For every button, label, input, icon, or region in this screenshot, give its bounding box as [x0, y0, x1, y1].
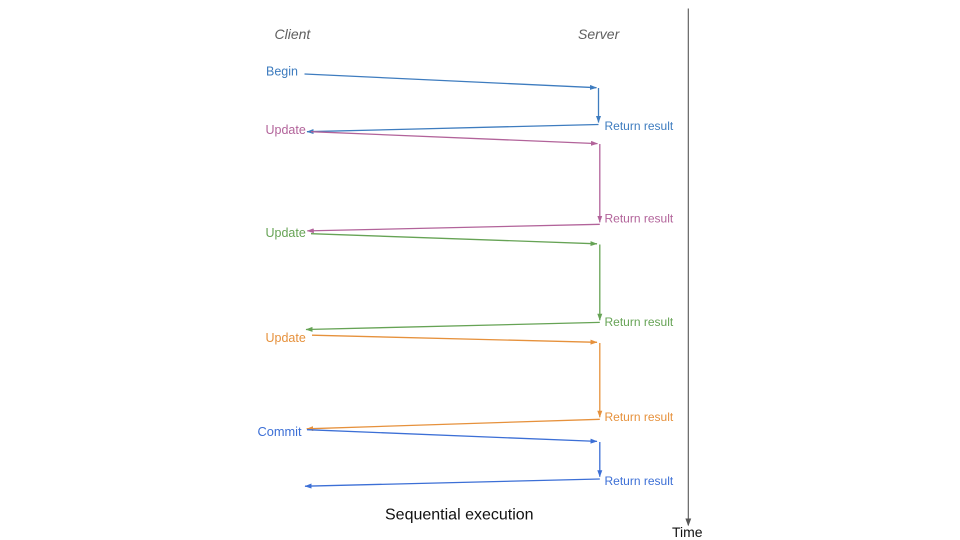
svg-text:Server: Server [578, 26, 621, 42]
svg-text:Update: Update [266, 226, 306, 240]
svg-text:Begin: Begin [266, 64, 298, 78]
svg-text:Return result: Return result [605, 474, 674, 488]
svg-text:Sequential execution: Sequential execution [385, 506, 534, 523]
svg-text:Update: Update [266, 123, 306, 137]
svg-text:Commit: Commit [258, 424, 303, 439]
svg-text:Time: Time [672, 524, 703, 540]
svg-text:Return result: Return result [605, 119, 674, 133]
svg-text:Return result: Return result [605, 212, 674, 226]
svg-text:Return result: Return result [605, 315, 674, 329]
svg-text:Return result: Return result [605, 410, 674, 424]
svg-text:Update: Update [266, 331, 306, 345]
svg-text:Client: Client [275, 26, 312, 42]
